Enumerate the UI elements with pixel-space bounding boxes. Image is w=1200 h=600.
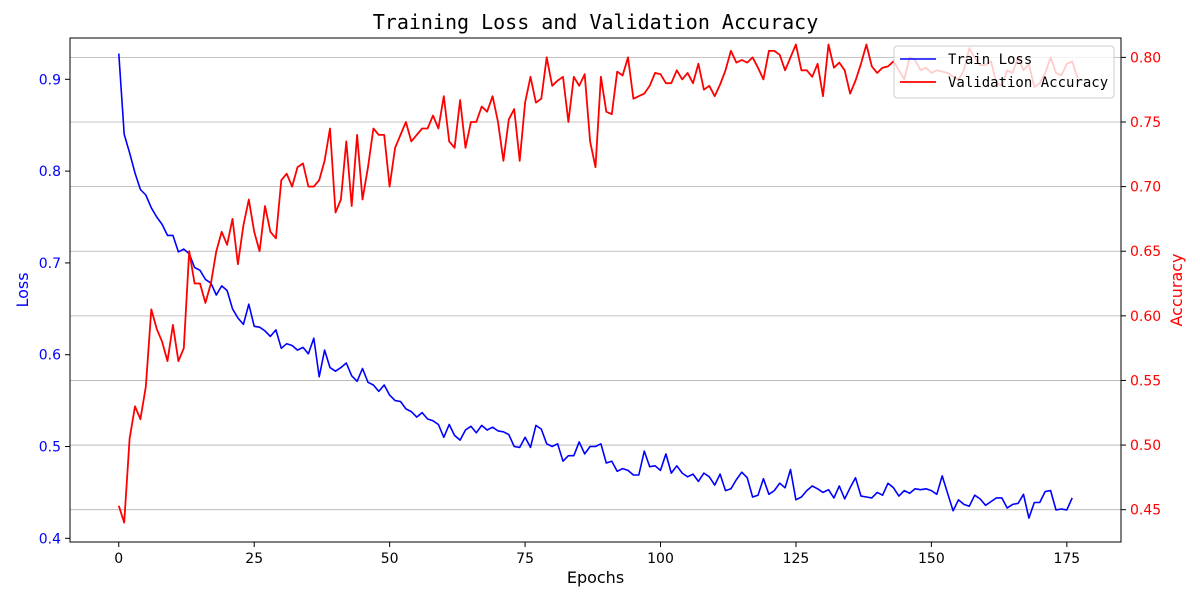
x-axis-label: Epochs (567, 568, 624, 587)
y-axis-label-right: Accuracy (1167, 253, 1186, 326)
series-layer (117, 43, 1079, 524)
y-tick-label-left: 0.5 (39, 440, 61, 456)
y-tick-label-right: 0.60 (1130, 309, 1161, 325)
x-tick-label: 25 (245, 551, 263, 567)
x-tick-label: 0 (114, 551, 123, 567)
y-tick-label-right: 0.55 (1130, 373, 1161, 389)
y-axis-label-left: Loss (13, 272, 32, 307)
legend-label-validation-accuracy: Validation Accuracy (948, 75, 1108, 91)
y-tick-label-left: 0.8 (39, 164, 61, 180)
y-tick-label-right: 0.45 (1130, 503, 1161, 519)
y-tick-label-right: 0.75 (1130, 115, 1161, 131)
y-tick-label-left: 0.7 (39, 256, 61, 272)
y-tick-label-left: 0.9 (39, 72, 61, 88)
grid (70, 56, 1121, 511)
ticks: 0 25 50 75 100 125 150 175 0.4 0.5 0.6 0.7 0.8 0.9 0.4… (39, 50, 1161, 567)
legend-box (893, 45, 1115, 99)
x-tick-label: 175 (1053, 551, 1080, 567)
x-tick-label: 75 (516, 551, 534, 567)
legend-label-train-loss: Train Loss (948, 52, 1032, 68)
plot-frame (69, 37, 1122, 543)
y-tick-label-right: 0.65 (1130, 244, 1161, 260)
series-line-validation-accuracy (117, 43, 1079, 524)
y-tick-label-right: 0.80 (1130, 50, 1161, 66)
y-tick-label-right: 0.70 (1130, 180, 1161, 196)
y-tick-label-left: 0.4 (39, 531, 61, 547)
x-tick-label: 150 (918, 551, 945, 567)
legend: Train Loss Validation Accuracy (893, 45, 1115, 99)
x-tick-label: 50 (381, 551, 399, 567)
x-tick-label: 125 (783, 551, 810, 567)
y-tick-label-left: 0.6 (39, 348, 61, 364)
y-tick-label-right: 0.50 (1130, 438, 1161, 454)
series-line-train-loss (118, 53, 1073, 519)
chart-title: Training Loss and Validation Accuracy (373, 10, 819, 34)
x-tick-label: 100 (647, 551, 674, 567)
